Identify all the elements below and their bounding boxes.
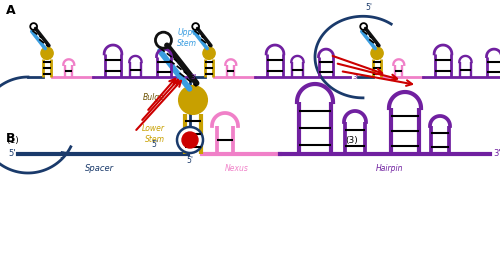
Circle shape xyxy=(203,47,215,59)
Text: 5': 5' xyxy=(60,151,67,160)
Text: A: A xyxy=(6,4,16,17)
Circle shape xyxy=(182,132,198,148)
Text: Hairpin: Hairpin xyxy=(376,164,404,173)
Text: Spacer: Spacer xyxy=(86,164,114,173)
Text: 5': 5' xyxy=(366,3,372,12)
Text: 5': 5' xyxy=(151,140,158,149)
Text: Bulge: Bulge xyxy=(143,94,165,102)
Text: 3': 3' xyxy=(493,150,500,159)
Circle shape xyxy=(41,47,53,59)
Text: Lower
Stem: Lower Stem xyxy=(142,124,165,144)
Text: 3': 3' xyxy=(353,74,359,80)
Circle shape xyxy=(179,86,207,114)
Text: Nexus: Nexus xyxy=(225,164,249,173)
Circle shape xyxy=(371,47,383,59)
Text: Upper
Stem: Upper Stem xyxy=(178,29,201,48)
Text: (3): (3) xyxy=(345,136,358,145)
Text: 3': 3' xyxy=(191,74,197,80)
Text: (1): (1) xyxy=(6,136,19,145)
Text: 5': 5' xyxy=(8,150,16,159)
Text: (2): (2) xyxy=(178,136,190,145)
Text: 5': 5' xyxy=(186,156,194,165)
Text: B: B xyxy=(6,132,16,145)
Circle shape xyxy=(177,127,203,153)
